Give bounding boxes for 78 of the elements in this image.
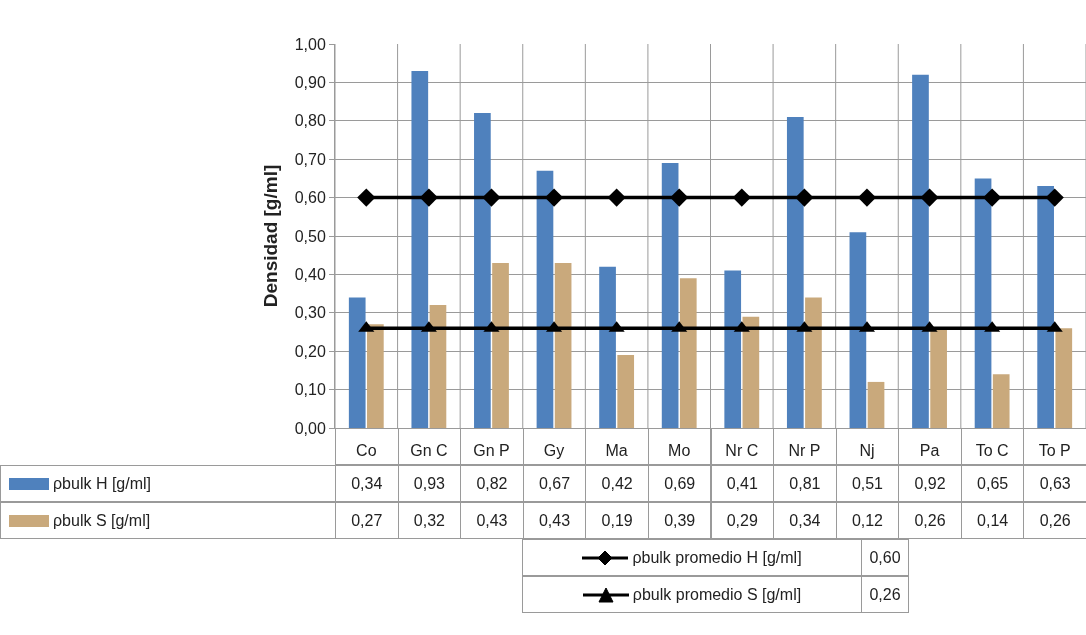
bar [867, 381, 885, 428]
y-tick-label: 0,70 [294, 150, 326, 168]
data-label: 0,32 [397, 502, 462, 539]
x-tick-label: Nr P [788, 442, 821, 460]
data-label: 0,69 [647, 465, 712, 502]
bar [599, 266, 616, 428]
bar [724, 270, 742, 428]
bar [805, 297, 822, 428]
y-tick-label: 0,50 [294, 227, 326, 245]
legend-label: ρbulk S [g/ml] [53, 511, 151, 530]
x-tick-label: Nj [859, 442, 875, 460]
data-label: 0,42 [585, 465, 649, 502]
bar [992, 374, 1010, 428]
x-tick-label: Ma [605, 442, 628, 460]
y-tick-label: 0,60 [294, 189, 326, 207]
bar [679, 278, 697, 428]
y-tick-label: 0,40 [294, 266, 326, 283]
data-label: 0,81 [773, 465, 837, 502]
y-tick-label: 0,20 [294, 342, 326, 360]
x-tick-label: Gy [543, 442, 565, 460]
legend-label: ρbulk promedio H [g/ml] [632, 548, 802, 567]
x-tick-label: Pa [919, 442, 940, 460]
data-label: 0,63 [1023, 465, 1086, 502]
bar [912, 74, 929, 428]
x-tick-label: Gn P [473, 442, 510, 460]
bar [1037, 186, 1054, 428]
y-tick-label: 0,90 [294, 74, 326, 91]
bar [348, 297, 366, 428]
bar [411, 70, 429, 428]
text: 0,26 [861, 576, 909, 613]
bar [849, 232, 867, 428]
x-tick-label: To P [1038, 442, 1071, 460]
data-label: 0,41 [710, 465, 775, 502]
data-label: 0,19 [585, 502, 649, 539]
data-label: 0,26 [898, 502, 962, 539]
y-tick-label: 1,00 [294, 35, 326, 53]
data-label: 0,65 [960, 465, 1025, 502]
bar [930, 328, 947, 428]
bar [554, 262, 572, 428]
x-tick-label: To C [975, 442, 1009, 460]
bar [974, 178, 992, 428]
y-tick-label: 0,80 [294, 112, 326, 130]
data-label: 0,43 [522, 502, 587, 539]
data-label: 0,34 [773, 502, 837, 539]
y-axis-title: Densidad [g/ml] [259, 164, 281, 308]
data-label: 0,12 [835, 502, 900, 539]
x-tick-label: Nr C [725, 442, 759, 460]
data-label: 0,92 [898, 465, 962, 502]
data-label: 0,26 [1023, 502, 1086, 539]
bar [492, 262, 509, 428]
data-label: 0,82 [460, 465, 524, 502]
x-tick-label: Mo [668, 442, 691, 460]
data-label: 0,67 [522, 465, 587, 502]
data-label: 0,39 [647, 502, 712, 539]
bar [786, 116, 804, 428]
x-tick-label: Gn C [410, 442, 448, 460]
data-label: 0,43 [460, 502, 524, 539]
bar [367, 324, 384, 428]
data-label: 0,27 [335, 502, 399, 539]
bar [1055, 328, 1073, 428]
data-label: 0,29 [710, 502, 775, 539]
data-label: 0,51 [835, 465, 900, 502]
y-tick-label: 0,30 [294, 304, 326, 322]
bar [474, 113, 491, 428]
y-tick-label: 0,10 [294, 381, 326, 399]
y-tick-label: 0,00 [294, 419, 326, 437]
text: 0,60 [861, 539, 909, 576]
x-tick-label: Co [356, 442, 377, 460]
bar [617, 355, 635, 428]
bar [429, 305, 447, 428]
bar [661, 163, 679, 428]
legend-label: ρbulk H [g/ml] [53, 474, 152, 493]
data-label: 0,93 [397, 465, 462, 502]
data-label: 0,34 [335, 465, 399, 502]
legend-label: ρbulk promedio S [g/ml] [632, 585, 802, 604]
bar [536, 170, 554, 428]
bar [742, 316, 760, 428]
data-label: 0,14 [960, 502, 1025, 539]
